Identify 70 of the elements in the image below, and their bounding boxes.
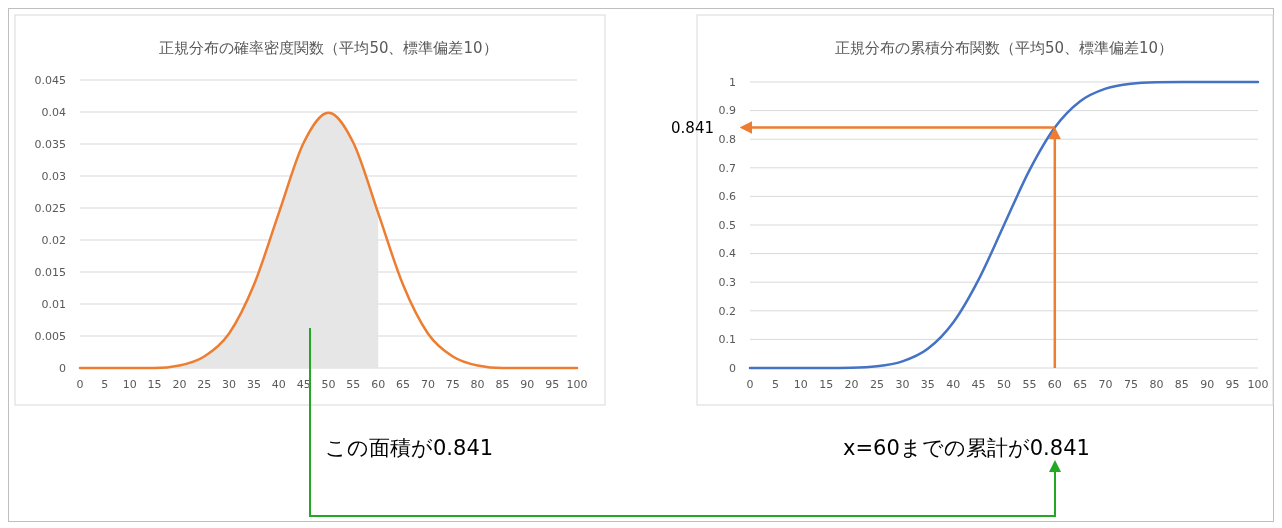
x-tick-label: 55	[346, 378, 361, 391]
line-series	[748, 80, 1260, 370]
x-tick-label: 85	[495, 378, 510, 391]
y-tick-label: 0.8	[718, 133, 736, 147]
x-tick-label: 95	[1225, 378, 1240, 391]
x-tick-label: 50	[321, 378, 336, 391]
x-tick-label: 70	[420, 378, 435, 391]
y-tick-label: 0	[59, 361, 66, 375]
x-tick-label: 0	[746, 378, 754, 391]
x-tick-label: 10	[793, 378, 808, 391]
x-tick-label: 100	[1247, 378, 1269, 391]
x-tick-label: 70	[1098, 378, 1113, 391]
x-tick-label: 35	[920, 378, 935, 391]
x-tick-label: 50	[997, 378, 1011, 391]
y-tick-label: 0.045	[34, 73, 66, 87]
y-tick-label: 0.7	[718, 161, 736, 175]
y-tick-label: 0.4	[718, 247, 736, 261]
x-tick-label: 80	[470, 378, 485, 391]
x-tick-label: 40	[946, 378, 961, 391]
y-tick-label: 0.025	[34, 201, 66, 215]
x-tick-label: 25	[870, 378, 884, 391]
y-tick-label: 0.035	[34, 137, 66, 151]
y-tick-label: 0.3	[718, 276, 736, 290]
text: この面積が0.841	[325, 436, 494, 460]
line-series	[78, 111, 579, 370]
x-tick-label: 45	[296, 378, 311, 391]
text: x=60までの累計が0.841	[843, 436, 1090, 460]
x-tick-label: 15	[819, 378, 834, 391]
chart-title: 正規分布の累積分布関数（平均50、標準偏差10）	[834, 39, 1174, 57]
y-tick-label: 0	[729, 361, 736, 375]
y-tick-label: 0.005	[34, 329, 66, 343]
x-tick-label: 80	[1149, 378, 1164, 391]
y-tick-label: 0.01	[41, 297, 66, 311]
y-tick-label: 1	[729, 75, 736, 89]
x-tick-label: 100	[566, 378, 588, 391]
x-tick-label: 45	[971, 378, 986, 391]
ref-line-label: 0.841	[671, 118, 714, 137]
x-tick-label: 25	[197, 378, 212, 391]
x-tick-label: 20	[844, 378, 859, 391]
x-tick-label: 75	[445, 378, 460, 391]
x-tick-label: 75	[1124, 378, 1138, 391]
x-tick-label: 90	[520, 378, 535, 391]
x-tick-label: 40	[271, 378, 286, 391]
y-tick-label: 0.2	[718, 304, 736, 318]
x-tick-label: 35	[246, 378, 261, 391]
y-tick-label: 0.6	[718, 190, 736, 204]
x-tick-label: 20	[172, 378, 187, 391]
x-tick-label: 85	[1174, 378, 1189, 391]
x-tick-label: 15	[147, 378, 162, 391]
x-tick-label: 60	[1047, 378, 1062, 391]
y-tick-label: 0.03	[41, 169, 66, 183]
x-tick-label: 90	[1200, 378, 1215, 391]
x-tick-label: 10	[122, 378, 137, 391]
x-tick-label: 5	[101, 378, 109, 391]
x-tick-label: 55	[1022, 378, 1037, 391]
x-tick-label: 30	[222, 378, 237, 391]
y-tick-label: 0.02	[41, 233, 66, 247]
x-tick-label: 60	[371, 378, 386, 391]
x-tick-label: 30	[895, 378, 910, 391]
chart-title: 正規分布の確率密度関数（平均50、標準偏差10）	[159, 39, 498, 57]
x-tick-label: 65	[1073, 378, 1088, 391]
x-tick-label: 5	[771, 378, 779, 391]
y-tick-label: 0.9	[718, 104, 736, 118]
y-tick-label: 0.04	[41, 105, 66, 119]
x-tick-label: 95	[545, 378, 560, 391]
y-tick-label: 0.5	[718, 218, 736, 232]
y-tick-label: 0.1	[718, 333, 736, 347]
y-tick-label: 0.015	[34, 265, 66, 279]
x-tick-label: 65	[396, 378, 411, 391]
x-tick-label: 0	[76, 378, 84, 391]
